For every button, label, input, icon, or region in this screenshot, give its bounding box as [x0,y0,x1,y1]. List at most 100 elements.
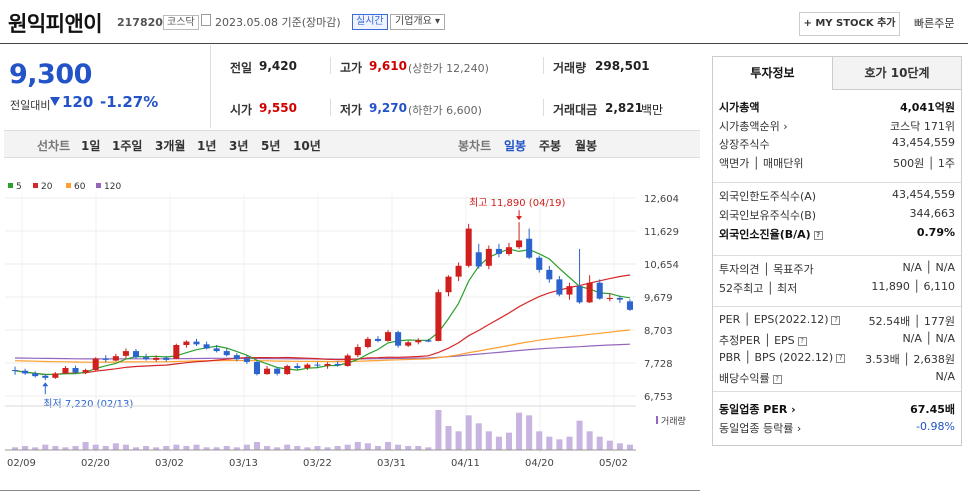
volume-bar [52,446,59,450]
period-3y[interactable]: 3년 [229,139,249,153]
open-value: 9,550 [259,101,297,115]
candle-daily[interactable]: 일봉 [504,139,527,153]
chart-period-bar: 선차트 1일 1주일 3개월 1년 3년 5년 10년 봉차트 일봉 주봉 월봉 [4,130,700,158]
volume-bar [233,447,240,450]
info-value: 67.45배 [910,403,955,416]
volume-bar [536,431,543,450]
candle-body [72,368,79,373]
info-value: 344,663 [909,207,956,220]
volume-bar [183,446,190,450]
volume-bar [516,412,523,450]
tab-order-book[interactable]: 호가 10단계 [833,57,961,90]
line-chart-label: 선차트 [37,139,71,153]
info-value: 52.54배 │ 177원 [868,315,955,328]
candle-monthly[interactable]: 월봉 [575,139,598,153]
candle-body [153,357,160,360]
info-label: 액면가 │ 매매단위 [719,156,804,170]
period-10y[interactable]: 10년 [293,139,321,153]
candle-body [143,357,150,360]
candle-weekly[interactable]: 주봉 [539,139,562,153]
low-marker-arrow [42,382,49,387]
candle-body [445,276,452,293]
volume-bar [82,442,89,450]
trade-amount-value: 2,821 [605,101,643,115]
volume-bar [395,444,402,450]
legend-label: 60 [74,182,86,192]
info-label: PER │ EPS(2022.12)? [719,313,841,326]
help-icon[interactable]: ? [772,374,782,384]
candle-body [344,355,351,366]
period-3m[interactable]: 3개월 [155,139,186,153]
volume-bar [596,436,603,450]
info-value: N/A │ N/A [902,261,955,274]
legend-swatch [66,183,71,188]
stock-candle-chart[interactable]: 5 20 60 120 12,604 11,629 10,654 9,679 8,703 7,72… [0,175,700,470]
period-1d[interactable]: 1일 [81,139,101,153]
divider [330,57,331,74]
candle-body [566,286,573,295]
info-row: PER │ EPS(2022.12)? 52.54배 │ 177원 [719,313,955,331]
info-value: 43,454,559 [892,136,955,149]
realtime-button[interactable]: 실시간 [352,14,388,30]
volume-bar [626,444,633,450]
open-label: 시가 [230,103,253,117]
volume-legend-swatch [656,416,658,424]
volume-bar [616,443,623,450]
volume-bar [173,444,180,450]
volume-bar [72,446,79,450]
x-tick-label: 02/20 [81,458,110,469]
info-row: 외국인보유주식수(B) 344,663 [719,207,955,225]
candle-body [505,247,513,254]
help-icon[interactable]: ? [836,353,846,363]
divider [543,99,544,116]
moving-average-20 [14,274,631,376]
candle-body [243,358,250,362]
volume-bar [203,447,210,450]
volume-bar [385,442,392,450]
volume-bar [193,444,200,450]
change-percent: -1.27% [100,93,159,111]
investment-info-panel: 투자정보 호가 10단계 시가총액 4,041억원 시가총액순위 › 코스닥 171위… [712,56,962,446]
volume-bar [435,410,442,450]
info-row: 52주최고 │ 최저 11,890 │ 6,110 [719,280,955,298]
divider [713,391,961,392]
moving-average-60 [14,329,631,363]
candle-body [556,279,563,295]
candle-body [213,348,220,352]
candle-body [183,341,190,346]
legend-label: 5 [16,182,22,192]
period-5y[interactable]: 5년 [261,139,281,153]
low-label: 저가 [340,103,363,117]
info-row: 시가총액 4,041억원 [719,99,955,117]
volume-bar [102,446,109,450]
volume-bar [243,444,250,450]
candle-body [576,286,583,303]
volume-bar [405,446,412,450]
volume-bar [284,444,291,450]
help-icon[interactable]: ? [797,336,807,346]
add-my-stock-button[interactable]: + MY STOCK 추가 [799,12,900,36]
help-icon[interactable]: ? [831,315,841,325]
volume-bar [485,431,492,450]
candle-body [223,351,230,356]
help-icon[interactable]: ? [813,230,823,240]
prev-close-label: 전일 [230,61,253,75]
candle-body [324,363,331,366]
tab-investment-info[interactable]: 투자정보 [713,57,833,90]
period-1y[interactable]: 1년 [197,139,217,153]
x-tick-label: 03/02 [155,458,184,469]
candle-body [122,351,129,356]
market-badge: 코스닥 [163,15,199,30]
company-overview-dropdown[interactable]: 기업개요 ▾ [390,14,445,30]
volume-bar [425,447,432,450]
period-1w[interactable]: 1주일 [112,139,143,153]
quick-order-link[interactable]: 빠른주문 [914,17,955,30]
y-tick-label: 6,753 [644,392,673,403]
moving-average-120 [14,343,631,360]
divider [0,490,700,491]
candle-body [203,344,210,349]
trade-amount-label: 거래대금 [553,103,598,117]
lower-limit: (하한가 6,600) [408,104,482,117]
volume-bar [314,446,321,450]
candle-body [264,368,271,375]
